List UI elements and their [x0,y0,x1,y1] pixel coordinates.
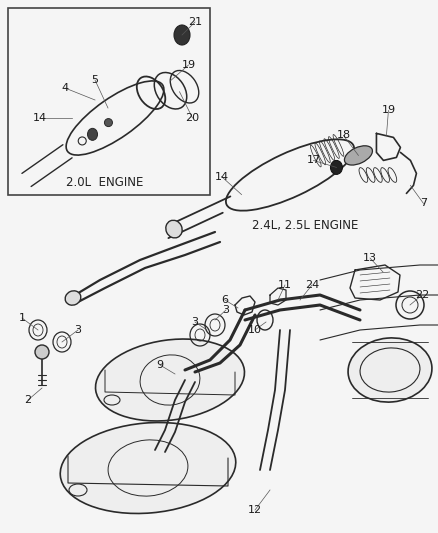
Ellipse shape [87,128,97,140]
Text: 3: 3 [74,325,81,335]
Text: 9: 9 [156,360,163,370]
Ellipse shape [104,118,112,127]
Text: 3: 3 [222,305,229,315]
Text: 20: 20 [185,113,199,123]
Text: 10: 10 [247,325,261,335]
Ellipse shape [60,423,235,513]
Text: 24: 24 [304,280,318,290]
Text: 7: 7 [419,198,426,208]
Ellipse shape [347,338,431,402]
Text: 3: 3 [191,317,198,327]
Text: 4: 4 [61,83,68,93]
Ellipse shape [65,291,81,305]
Ellipse shape [173,25,190,45]
Text: 11: 11 [277,280,291,290]
Text: 14: 14 [33,113,47,123]
Text: 2: 2 [25,395,32,405]
Text: 2.4L, 2.5L ENGINE: 2.4L, 2.5L ENGINE [251,219,357,231]
Text: 21: 21 [187,17,201,27]
Text: 22: 22 [414,290,428,300]
Text: 12: 12 [247,505,261,515]
Ellipse shape [344,146,371,165]
Text: 13: 13 [362,253,376,263]
Text: 2.0L  ENGINE: 2.0L ENGINE [66,176,143,190]
Ellipse shape [166,220,182,238]
Bar [8,8,209,195]
Ellipse shape [95,339,244,421]
Text: 19: 19 [181,60,195,70]
Text: 14: 14 [214,172,228,182]
Text: 17: 17 [306,156,320,165]
Text: 6: 6 [221,295,228,305]
Text: 1: 1 [18,313,25,323]
Ellipse shape [330,160,342,174]
Text: 18: 18 [336,131,350,140]
Ellipse shape [35,345,49,359]
Text: 5: 5 [91,75,98,85]
Text: 19: 19 [381,106,395,116]
